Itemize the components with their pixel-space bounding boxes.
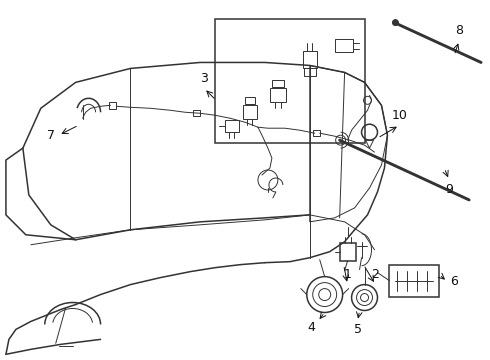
- Bar: [215, 19, 365, 143]
- Bar: [108, 102, 117, 109]
- Bar: [245, 97, 255, 104]
- Text: 5: 5: [354, 323, 362, 336]
- Text: 10: 10: [392, 109, 407, 122]
- Text: 9: 9: [445, 184, 453, 197]
- Bar: [225, 120, 239, 132]
- Bar: [270, 88, 286, 102]
- Text: 3: 3: [200, 72, 208, 85]
- Bar: [335, 39, 353, 53]
- Bar: [243, 105, 257, 119]
- Text: 7: 7: [47, 129, 55, 142]
- Bar: [313, 130, 319, 136]
- Bar: [390, 265, 439, 297]
- Text: 1: 1: [343, 268, 351, 281]
- Bar: [304, 68, 316, 76]
- Text: 4: 4: [308, 321, 316, 334]
- Text: 8: 8: [455, 24, 463, 37]
- Text: 6: 6: [450, 275, 458, 288]
- Text: 2: 2: [371, 268, 379, 281]
- Circle shape: [392, 20, 398, 26]
- Bar: [193, 110, 200, 116]
- Bar: [272, 80, 284, 87]
- Bar: [303, 50, 317, 68]
- Bar: [340, 243, 356, 261]
